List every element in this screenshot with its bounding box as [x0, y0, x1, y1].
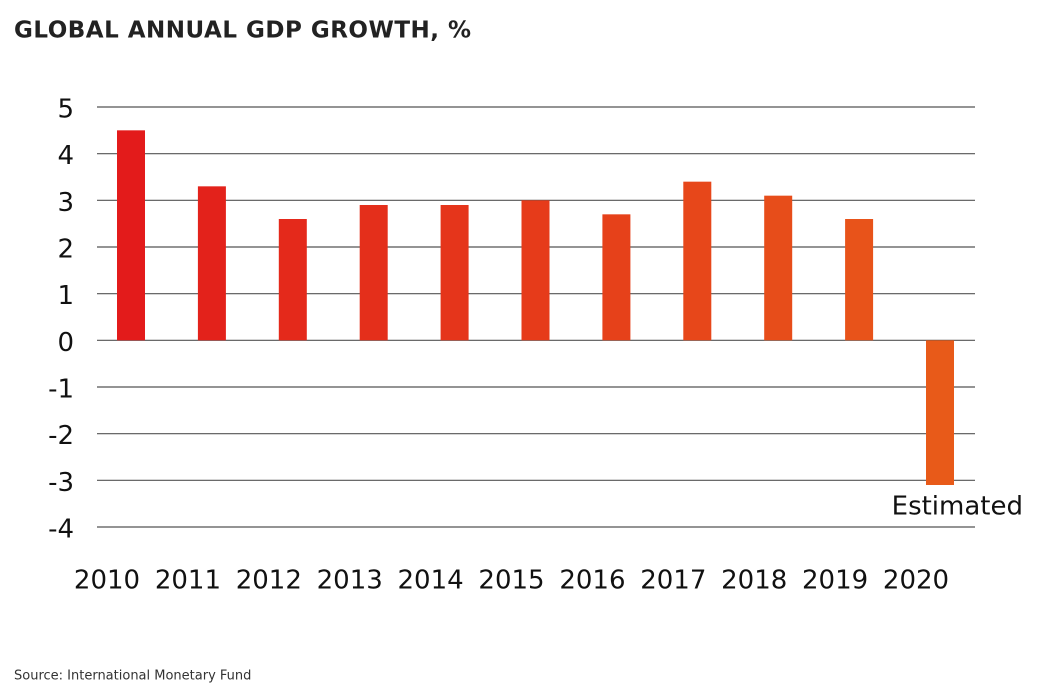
- x-tick-label: 2018: [721, 566, 787, 596]
- chart-title: GLOBAL ANNUAL GDP GROWTH, %: [14, 18, 472, 44]
- y-tick-label: -1: [48, 375, 74, 405]
- bar: [117, 130, 145, 341]
- y-tick-label: 5: [57, 95, 74, 125]
- x-tick-label: 2012: [236, 566, 302, 596]
- x-tick-label: 2015: [478, 566, 544, 596]
- x-tick-label: 2016: [559, 566, 625, 596]
- y-tick-label: 2: [57, 235, 74, 265]
- y-tick-label: -2: [48, 421, 74, 451]
- bar: [197, 186, 226, 341]
- bar: [926, 340, 954, 485]
- bar: [521, 200, 550, 341]
- y-tick-label: -4: [48, 515, 74, 545]
- y-tick-label: 4: [57, 141, 74, 171]
- x-tick-label: 2013: [317, 566, 383, 596]
- y-tick-label: 0: [57, 328, 74, 358]
- bar: [602, 214, 631, 341]
- bar: [278, 219, 307, 341]
- x-tick-label: 2010: [74, 566, 140, 596]
- x-tick-label: 2017: [640, 566, 706, 596]
- bar: [845, 219, 874, 341]
- y-tick-label: 3: [57, 188, 74, 218]
- x-tick-label: 2019: [802, 566, 868, 596]
- x-tick-label: 2011: [155, 566, 221, 596]
- bar: [359, 205, 388, 341]
- x-tick-label: 2020: [883, 566, 949, 596]
- annotation: Estimated: [892, 492, 1023, 522]
- source-note: Source: International Monetary Fund: [14, 669, 251, 684]
- y-tick-label: 1: [57, 281, 74, 311]
- y-tick-label: -3: [48, 468, 74, 498]
- bar: [683, 181, 712, 341]
- bar: [764, 195, 793, 341]
- bar: [440, 205, 469, 341]
- x-tick-label: 2014: [398, 566, 464, 596]
